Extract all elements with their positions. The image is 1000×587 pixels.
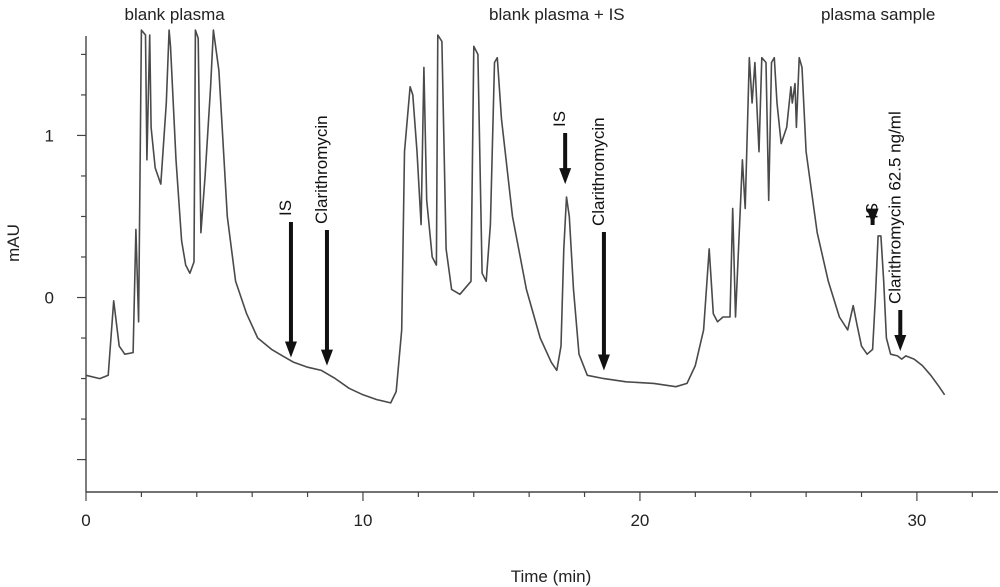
- y-tick-label: 0: [45, 289, 54, 308]
- x-tick-label: 10: [354, 511, 373, 530]
- peak-annotation: IS: [276, 200, 297, 358]
- x-tick-label: 30: [907, 511, 926, 530]
- x-tick-label: 0: [81, 511, 90, 530]
- peak-annotation: Clarithromycin 62.5 ng/ml: [885, 111, 907, 351]
- axis-ticks: [77, 53, 973, 501]
- section-labels: blank plasma blank plasma + IS plasma samp…: [125, 5, 936, 24]
- peak-annotations: IS Clarithromycin IS Clarithromycin IS Clarit…: [276, 111, 907, 371]
- annotation-label: Clarithromycin 62.5 ng/ml: [885, 111, 904, 304]
- annotation-arrowhead: [866, 208, 879, 225]
- annotation-label: Clarithromycin: [312, 115, 331, 224]
- annotation-label: IS: [550, 111, 569, 127]
- annotation-arrowhead: [894, 335, 907, 351]
- annotation-arrowhead: [320, 349, 333, 366]
- section-label: plasma sample: [821, 5, 935, 24]
- annotation-arrowhead: [597, 354, 610, 371]
- section-label: blank plasma + IS: [489, 5, 625, 24]
- peak-annotation: IS: [550, 111, 572, 185]
- tick-labels: 010 10 20 30: [45, 126, 927, 530]
- annotation-label: IS: [276, 200, 295, 216]
- chromatogram-traces: [85, 29, 946, 404]
- peak-annotation: Clarithromycin: [312, 115, 333, 366]
- chromatogram-trace-1: [85, 29, 946, 404]
- annotation-label: Clarithromycin: [589, 117, 608, 226]
- axes: [85, 36, 998, 493]
- annotation-label: IS: [863, 203, 882, 219]
- annotation-arrowhead: [559, 168, 572, 185]
- annotation-arrowhead: [284, 341, 297, 358]
- y-axis-title: mAU: [4, 224, 23, 262]
- peak-annotation: IS: [863, 203, 882, 225]
- section-label: blank plasma: [125, 5, 226, 24]
- x-axis-title: Time (min): [511, 567, 592, 586]
- y-tick-label: 1: [45, 126, 54, 145]
- peak-annotation: Clarithromycin: [589, 117, 610, 371]
- x-tick-label: 20: [630, 511, 649, 530]
